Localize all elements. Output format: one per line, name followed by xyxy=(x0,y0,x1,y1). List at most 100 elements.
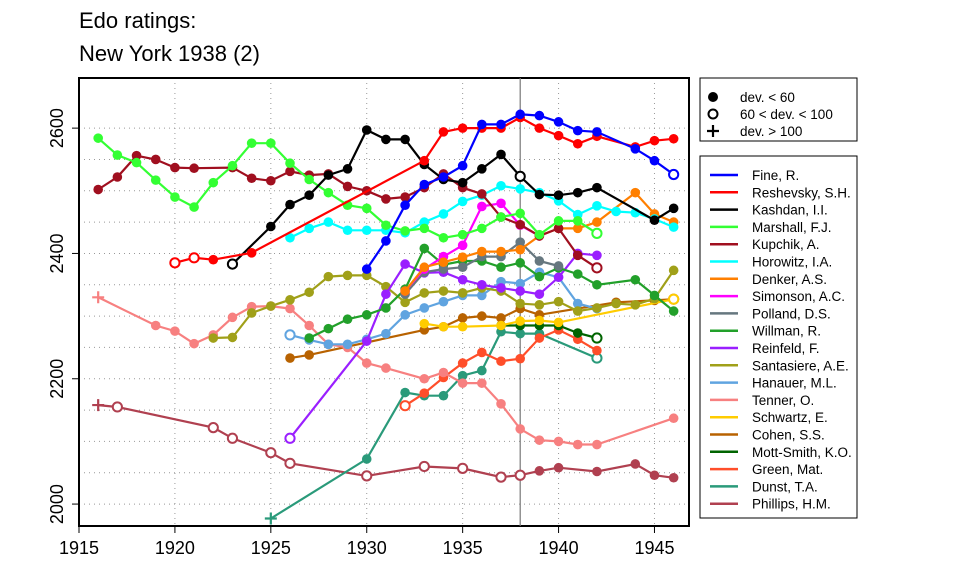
data-point xyxy=(323,187,334,198)
data-point xyxy=(457,274,468,285)
data-point xyxy=(285,295,295,305)
data-point xyxy=(265,447,277,459)
data-point xyxy=(477,189,487,199)
data-point xyxy=(284,457,296,469)
data-point xyxy=(515,258,525,268)
data-point xyxy=(515,424,525,434)
data-point xyxy=(514,170,526,182)
data-point xyxy=(534,435,545,445)
chart-title: Edo ratings: xyxy=(79,8,197,33)
data-point xyxy=(266,221,276,232)
data-point xyxy=(515,353,525,364)
data-point xyxy=(457,229,468,240)
data-point xyxy=(304,174,314,185)
data-point xyxy=(649,155,660,166)
legend-label: Simonson, A.C. xyxy=(752,289,845,304)
marker-open-icon xyxy=(707,108,719,120)
data-point xyxy=(592,250,602,261)
data-point xyxy=(515,244,525,255)
data-point xyxy=(189,338,199,349)
data-point xyxy=(381,363,391,373)
legend-label: Fine, R. xyxy=(752,168,799,183)
data-point xyxy=(496,180,506,191)
data-point xyxy=(304,333,314,343)
data-point xyxy=(572,250,583,261)
data-point xyxy=(553,223,564,234)
data-point xyxy=(323,339,334,350)
series-legend: Fine, R. Reshevsky, S.H. Kashdan, I.I. Mars… xyxy=(699,155,858,519)
series-kashdan-i-i xyxy=(226,125,679,270)
x-tick-label: 1925 xyxy=(251,538,291,558)
data-point xyxy=(246,308,257,318)
data-point xyxy=(419,318,430,329)
data-point xyxy=(457,321,468,332)
data-point xyxy=(553,261,564,271)
data-point xyxy=(304,190,314,200)
data-point xyxy=(496,356,506,367)
marker-legend-label: 60 < dev. < 100 xyxy=(740,107,833,122)
data-point xyxy=(342,314,353,325)
data-point xyxy=(112,150,123,160)
data-point xyxy=(630,187,641,198)
x-tick-label: 1920 xyxy=(155,538,195,558)
data-point xyxy=(591,332,603,344)
data-point xyxy=(400,310,410,320)
legend-label: Denker, A.S. xyxy=(752,272,827,287)
data-point xyxy=(553,296,564,307)
series-green-mat xyxy=(399,325,602,412)
data-point xyxy=(226,258,239,270)
data-point xyxy=(592,217,602,227)
data-point xyxy=(285,232,295,243)
series-legend-box xyxy=(699,155,858,519)
data-point xyxy=(227,160,238,171)
data-point xyxy=(227,332,238,343)
data-point xyxy=(93,133,103,143)
data-point xyxy=(496,262,506,273)
data-point xyxy=(323,217,334,227)
data-point xyxy=(477,164,487,174)
data-point xyxy=(400,259,410,269)
data-point xyxy=(534,256,545,266)
data-point xyxy=(188,252,200,264)
data-point xyxy=(495,471,507,483)
legend-label: Horowitz, I.A. xyxy=(752,255,832,270)
data-point xyxy=(592,279,602,290)
data-point xyxy=(438,209,449,219)
data-point xyxy=(668,413,679,424)
legend-label: Reinfeld, F. xyxy=(752,341,820,356)
data-point xyxy=(668,168,680,181)
data-point xyxy=(572,328,583,338)
data-point xyxy=(419,179,430,190)
data-point xyxy=(668,203,679,214)
data-point xyxy=(649,135,660,146)
data-point xyxy=(668,265,679,276)
data-point xyxy=(246,138,257,148)
data-point xyxy=(534,189,545,200)
data-point xyxy=(131,150,142,161)
data-point xyxy=(477,378,487,388)
data-point xyxy=(323,323,334,334)
data-point xyxy=(553,436,564,447)
data-point xyxy=(630,300,641,310)
data-point xyxy=(668,306,679,316)
data-point xyxy=(323,170,334,180)
x-tick-label: 1935 xyxy=(443,538,483,558)
data-point xyxy=(111,401,123,413)
data-point xyxy=(477,246,487,257)
data-point xyxy=(342,164,353,174)
data-point xyxy=(361,358,372,368)
data-point xyxy=(496,246,506,257)
data-point xyxy=(515,109,525,120)
data-point xyxy=(553,216,564,226)
data-point xyxy=(285,353,295,363)
data-point xyxy=(496,283,506,293)
series-layer xyxy=(92,109,680,525)
data-point xyxy=(207,422,219,434)
data-point xyxy=(534,289,545,299)
series-santasiere-a-e xyxy=(208,265,679,343)
data-point xyxy=(668,133,679,144)
data-point xyxy=(592,182,602,193)
data-point xyxy=(611,206,621,217)
data-point xyxy=(266,175,276,186)
data-point xyxy=(457,196,468,207)
